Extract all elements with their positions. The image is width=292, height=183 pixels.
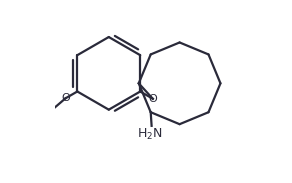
Text: O: O [61,93,70,103]
Text: O: O [148,94,157,104]
Text: H$_2$N: H$_2$N [137,127,163,142]
